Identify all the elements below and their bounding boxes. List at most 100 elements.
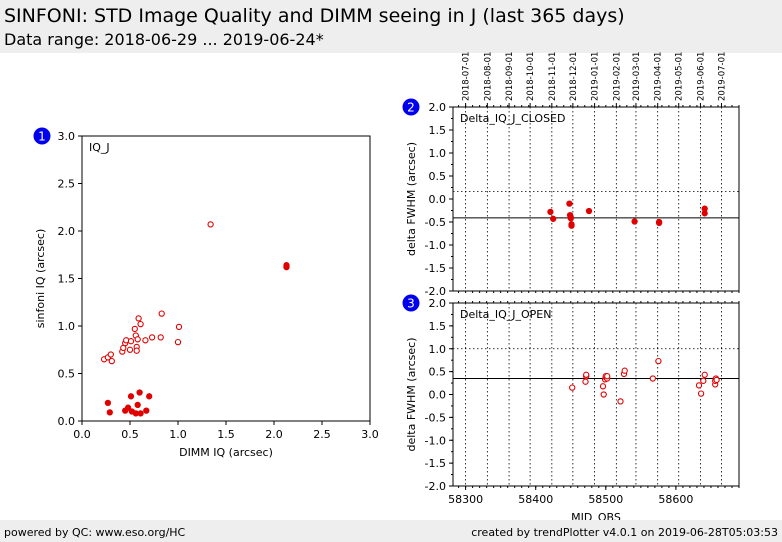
data-point — [148, 334, 156, 341]
data-point — [124, 404, 132, 411]
data-point — [713, 376, 720, 384]
data-point — [157, 334, 164, 341]
date-tick-label: 2019-04-01 — [654, 52, 664, 101]
y-tick-label: 2.0 — [58, 225, 76, 238]
panel-2: -2.0 -1.5 -1.0 -0.5 0.0 0.5 1.0 1.5 2.0 2018-07-0… — [405, 52, 740, 298]
data-point — [649, 375, 656, 382]
y-tick-label: 0.0 — [429, 193, 447, 206]
data-point — [175, 323, 183, 331]
page-title: SINFONI: STD Image Quality and DIMM seei… — [4, 5, 625, 27]
y-tick-label: -1.0 — [425, 434, 446, 447]
date-tick-label: 2018-12-01 — [569, 52, 579, 101]
data-point — [697, 390, 705, 397]
y-tick-label: -1.5 — [425, 262, 446, 275]
data-point — [126, 346, 134, 353]
y-tick-label: -1.0 — [425, 239, 446, 252]
data-point — [585, 207, 593, 215]
data-point — [106, 409, 113, 416]
date-tick-label: 2018-10-01 — [526, 52, 536, 101]
y-tick-label: 1.0 — [429, 147, 447, 160]
data-point — [582, 378, 589, 385]
x-tick-label: 0.0 — [73, 428, 91, 441]
data-point — [283, 263, 290, 271]
data-point — [567, 215, 574, 222]
panel-label: Delta_IQ_J_CLOSED — [460, 112, 565, 125]
data-point — [142, 337, 149, 344]
date-tick-label: 2018-07-01 — [462, 52, 472, 101]
panel-number-badge — [402, 294, 420, 312]
y-tick-label: 1.5 — [429, 124, 447, 137]
panel-number-badge — [402, 98, 420, 116]
panel-number-label: 2 — [407, 101, 415, 115]
y-tick-label: 1.0 — [58, 320, 76, 333]
data-point — [207, 221, 214, 228]
header: SINFONI: STD Image Quality and DIMM seei… — [0, 0, 782, 53]
data-point — [135, 315, 142, 322]
data-point — [583, 371, 590, 378]
plot-frame — [452, 302, 740, 487]
data-point — [631, 218, 638, 225]
plot-frame — [81, 135, 371, 422]
y-tick-label: -0.5 — [425, 216, 446, 229]
data-point — [134, 336, 141, 343]
data-point — [604, 373, 611, 380]
data-point — [600, 391, 607, 398]
y-tick-label: 2.0 — [429, 101, 447, 114]
data-point — [158, 310, 165, 317]
x-tick-label: 3.0 — [361, 428, 379, 441]
y-tick-label: -2.0 — [425, 285, 446, 298]
date-tick-label: 2019-03-01 — [632, 52, 642, 101]
y-tick-label: 1.5 — [429, 320, 447, 333]
panel-number-label: 3 — [407, 297, 415, 311]
date-tick-label: 2018-09-01 — [505, 52, 515, 101]
y-tick-label: 1.5 — [58, 273, 76, 286]
date-tick-label: 2019-07-01 — [717, 52, 727, 101]
data-point — [569, 384, 576, 391]
x-tick-label: 1.0 — [169, 428, 187, 441]
data-point — [655, 219, 663, 227]
data-point — [174, 338, 182, 346]
panel-1: 0.0 0.5 1.0 1.5 2.0 2.5 3.0 0.0 0.5 1.0 1.5 2.0 2.5 3… — [34, 130, 379, 459]
data-point — [621, 367, 628, 374]
panel-3: -2.0 -1.5 -1.0 -0.5 0.0 0.5 1.0 1.5 2.0 58300 5840… — [405, 297, 740, 524]
y-tick-label: -0.5 — [425, 411, 446, 424]
y-tick-label: 0.0 — [58, 415, 76, 428]
data-point — [566, 200, 573, 207]
data-point — [104, 399, 112, 407]
y-tick-label: 0.5 — [429, 366, 447, 379]
y-tick-label: 3.0 — [58, 130, 76, 143]
data-point — [146, 393, 153, 400]
date-tick-label: 2018-08-01 — [483, 52, 493, 101]
x-tick-label: 58500 — [588, 493, 623, 506]
x-tick-label: 58600 — [658, 493, 693, 506]
data-point — [137, 410, 144, 417]
y-tick-label: -2.0 — [425, 480, 446, 493]
date-tick-label: 2019-01-01 — [591, 52, 601, 101]
x-tick-label: 0.5 — [121, 428, 139, 441]
plot-frame — [452, 106, 740, 292]
y-tick-label: 0.5 — [58, 368, 76, 381]
x-axis-label: DIMM IQ (arcsec) — [179, 446, 273, 459]
data-point — [695, 382, 703, 389]
y-tick-label: -1.5 — [425, 457, 446, 470]
data-point — [655, 357, 662, 365]
data-point — [127, 393, 135, 400]
data-point — [547, 208, 554, 216]
y-tick-label: 2.0 — [429, 297, 447, 310]
data-point — [107, 351, 114, 358]
y-tick-label: 0.0 — [429, 389, 447, 402]
panel-label: Delta_IQ_J_OPEN — [460, 308, 551, 321]
x-tick-label: 2.5 — [313, 428, 331, 441]
page-subtitle: Data range: 2018-06-29 ... 2019-06-24* — [4, 30, 324, 49]
x-tick-label: 58300 — [448, 493, 483, 506]
data-point — [127, 338, 135, 345]
footer-credit: powered by QC: www.eso.org/HC — [4, 526, 186, 539]
date-tick-label: 2018-11-01 — [548, 52, 558, 101]
y-axis-label: delta FWHM (arcsec) — [405, 337, 418, 451]
data-point — [134, 401, 141, 409]
panel-number-label: 1 — [38, 130, 46, 144]
data-point — [136, 389, 143, 396]
data-point — [617, 398, 624, 405]
y-tick-label: 0.5 — [429, 170, 447, 183]
